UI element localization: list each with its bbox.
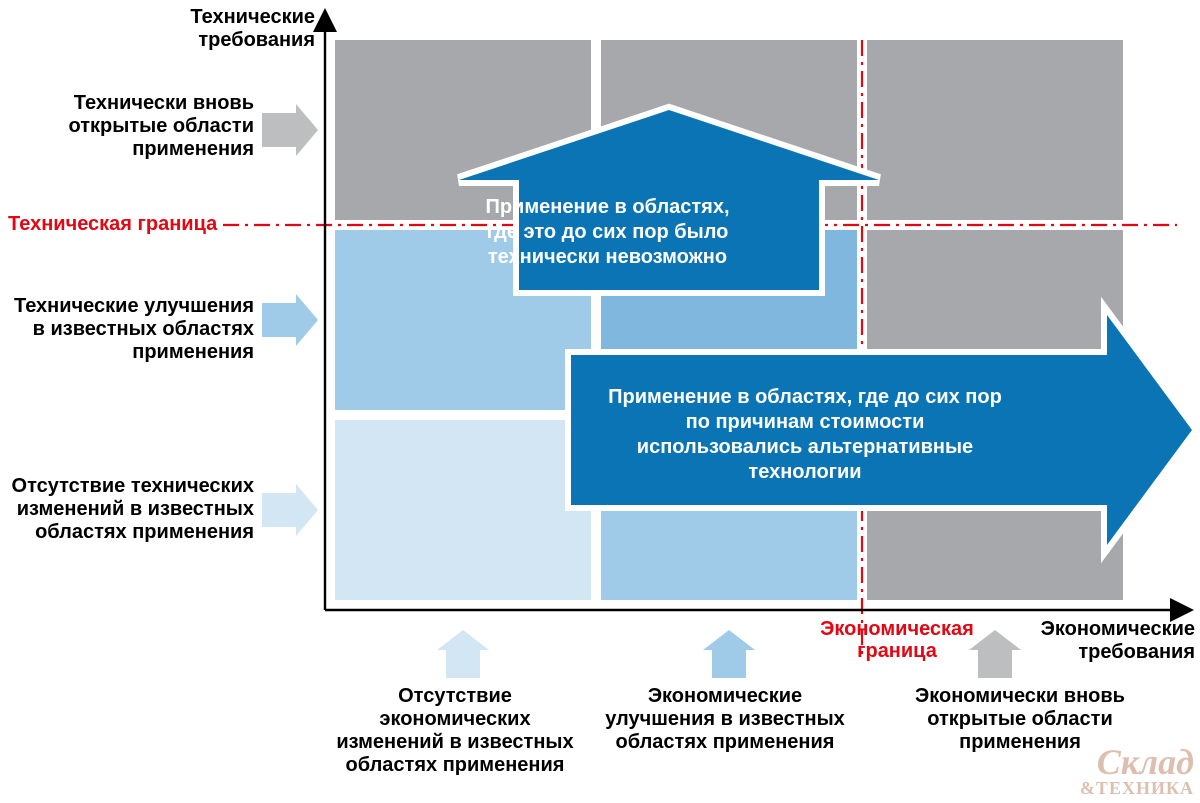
- row-label-2: Отсутствие технических изменений в извес…: [4, 475, 254, 544]
- x-axis-title: Экономические требования: [1020, 618, 1195, 664]
- watermark: Склад &ТЕХНИКА: [1080, 746, 1194, 799]
- col-arrow-0: [437, 630, 489, 678]
- row-label-1: Технические улучшения в известных област…: [4, 295, 254, 364]
- row-arrow-2: [262, 484, 318, 536]
- big-arrow-up-text: Применение в областях, где это до сих по…: [470, 195, 745, 270]
- row-label-0: Технически вновь открытые области примен…: [4, 92, 254, 161]
- watermark-line1: Склад: [1080, 746, 1194, 778]
- big-arrow-right-text: Применение в областях, где до сих пор по…: [605, 385, 1005, 485]
- grid-cell-r2-c0: [335, 420, 591, 600]
- watermark-line2: &ТЕХНИКА: [1080, 778, 1194, 799]
- grid-cell-r0-c2: [867, 40, 1123, 220]
- row-arrow-1: [262, 294, 318, 346]
- row-arrow-0: [262, 104, 318, 156]
- col-label-1: Экономические улучшения в известных обла…: [600, 685, 850, 754]
- diagram-stage: { "layout": { "plot": { "x": 325, "y": 4…: [0, 0, 1200, 803]
- col-arrow-1: [703, 630, 755, 678]
- y-axis-title: Технические требования: [90, 6, 315, 52]
- col-label-0: Отсутствие экономических изменений в изв…: [330, 685, 580, 777]
- econ-boundary-label: Экономическая граница: [792, 618, 1002, 662]
- tech-boundary-label: Техническая граница: [8, 213, 217, 236]
